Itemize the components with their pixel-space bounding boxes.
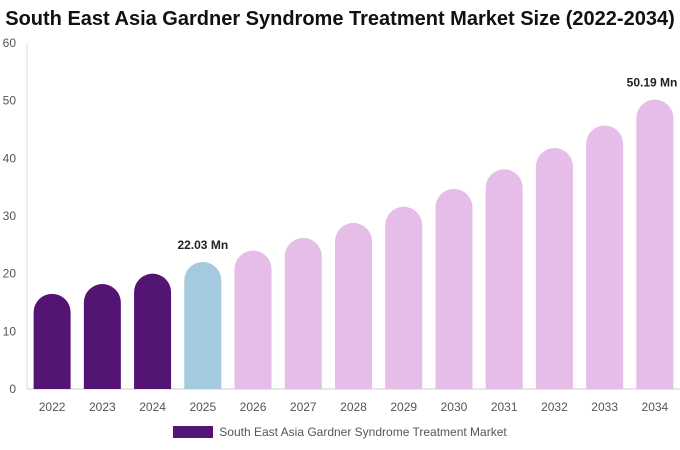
- y-tick-label: 50: [3, 94, 17, 108]
- y-tick-label: 10: [3, 324, 17, 338]
- bar-2031: [485, 169, 523, 389]
- x-tick-label: 2029: [390, 400, 417, 414]
- y-tick-label: 30: [3, 209, 17, 223]
- y-tick-label: 60: [3, 36, 17, 50]
- x-tick-label: 2024: [139, 400, 166, 414]
- bar-2022: [33, 293, 71, 389]
- data-label-2025: 22.03 Mn: [177, 238, 228, 252]
- x-tick-label: 2034: [642, 400, 669, 414]
- data-labels: 22.03 Mn 50.19 Mn: [177, 76, 677, 252]
- data-label-2034: 50.19 Mn: [627, 76, 678, 90]
- y-tick-label: 20: [3, 267, 17, 281]
- bar-2034: [636, 99, 674, 389]
- x-tick-label: 2023: [89, 400, 116, 414]
- bar-2023: [83, 284, 121, 389]
- bar-2028: [335, 222, 372, 389]
- legend-label: South East Asia Gardner Syndrome Treatme…: [219, 425, 507, 439]
- x-tick-label: 2031: [491, 400, 518, 414]
- bar-2026: [234, 250, 272, 389]
- y-tick-label: 0: [9, 382, 16, 396]
- bar-2027: [284, 237, 322, 389]
- y-tick-label: 40: [3, 151, 17, 165]
- bar-2033: [586, 125, 624, 389]
- bars: [33, 99, 674, 389]
- legend-swatch: [173, 426, 214, 438]
- bar-2025: [184, 261, 222, 389]
- bar-2032: [535, 147, 573, 389]
- x-tick-label: 2022: [39, 400, 66, 414]
- x-tick-label: 2033: [591, 400, 618, 414]
- x-tick-label: 2032: [541, 400, 568, 414]
- x-tick-label: 2028: [340, 400, 367, 414]
- chart-title: South East Asia Gardner Syndrome Treatme…: [5, 8, 675, 30]
- x-tick-label: 2030: [441, 400, 468, 414]
- legend: South East Asia Gardner Syndrome Treatme…: [0, 425, 680, 439]
- y-axis: 0 10 20 30 40 50 60: [3, 36, 28, 396]
- x-tick-label: 2026: [240, 400, 267, 414]
- x-tick-label: 2027: [290, 400, 317, 414]
- x-axis: 2022 2023 2024 2025 2026 2027 2028 2029 2030 2031…: [27, 388, 680, 414]
- x-tick-label: 2025: [189, 400, 216, 414]
- bar-2030: [435, 188, 473, 389]
- bar-2024: [134, 273, 172, 389]
- bar-2029: [385, 206, 423, 389]
